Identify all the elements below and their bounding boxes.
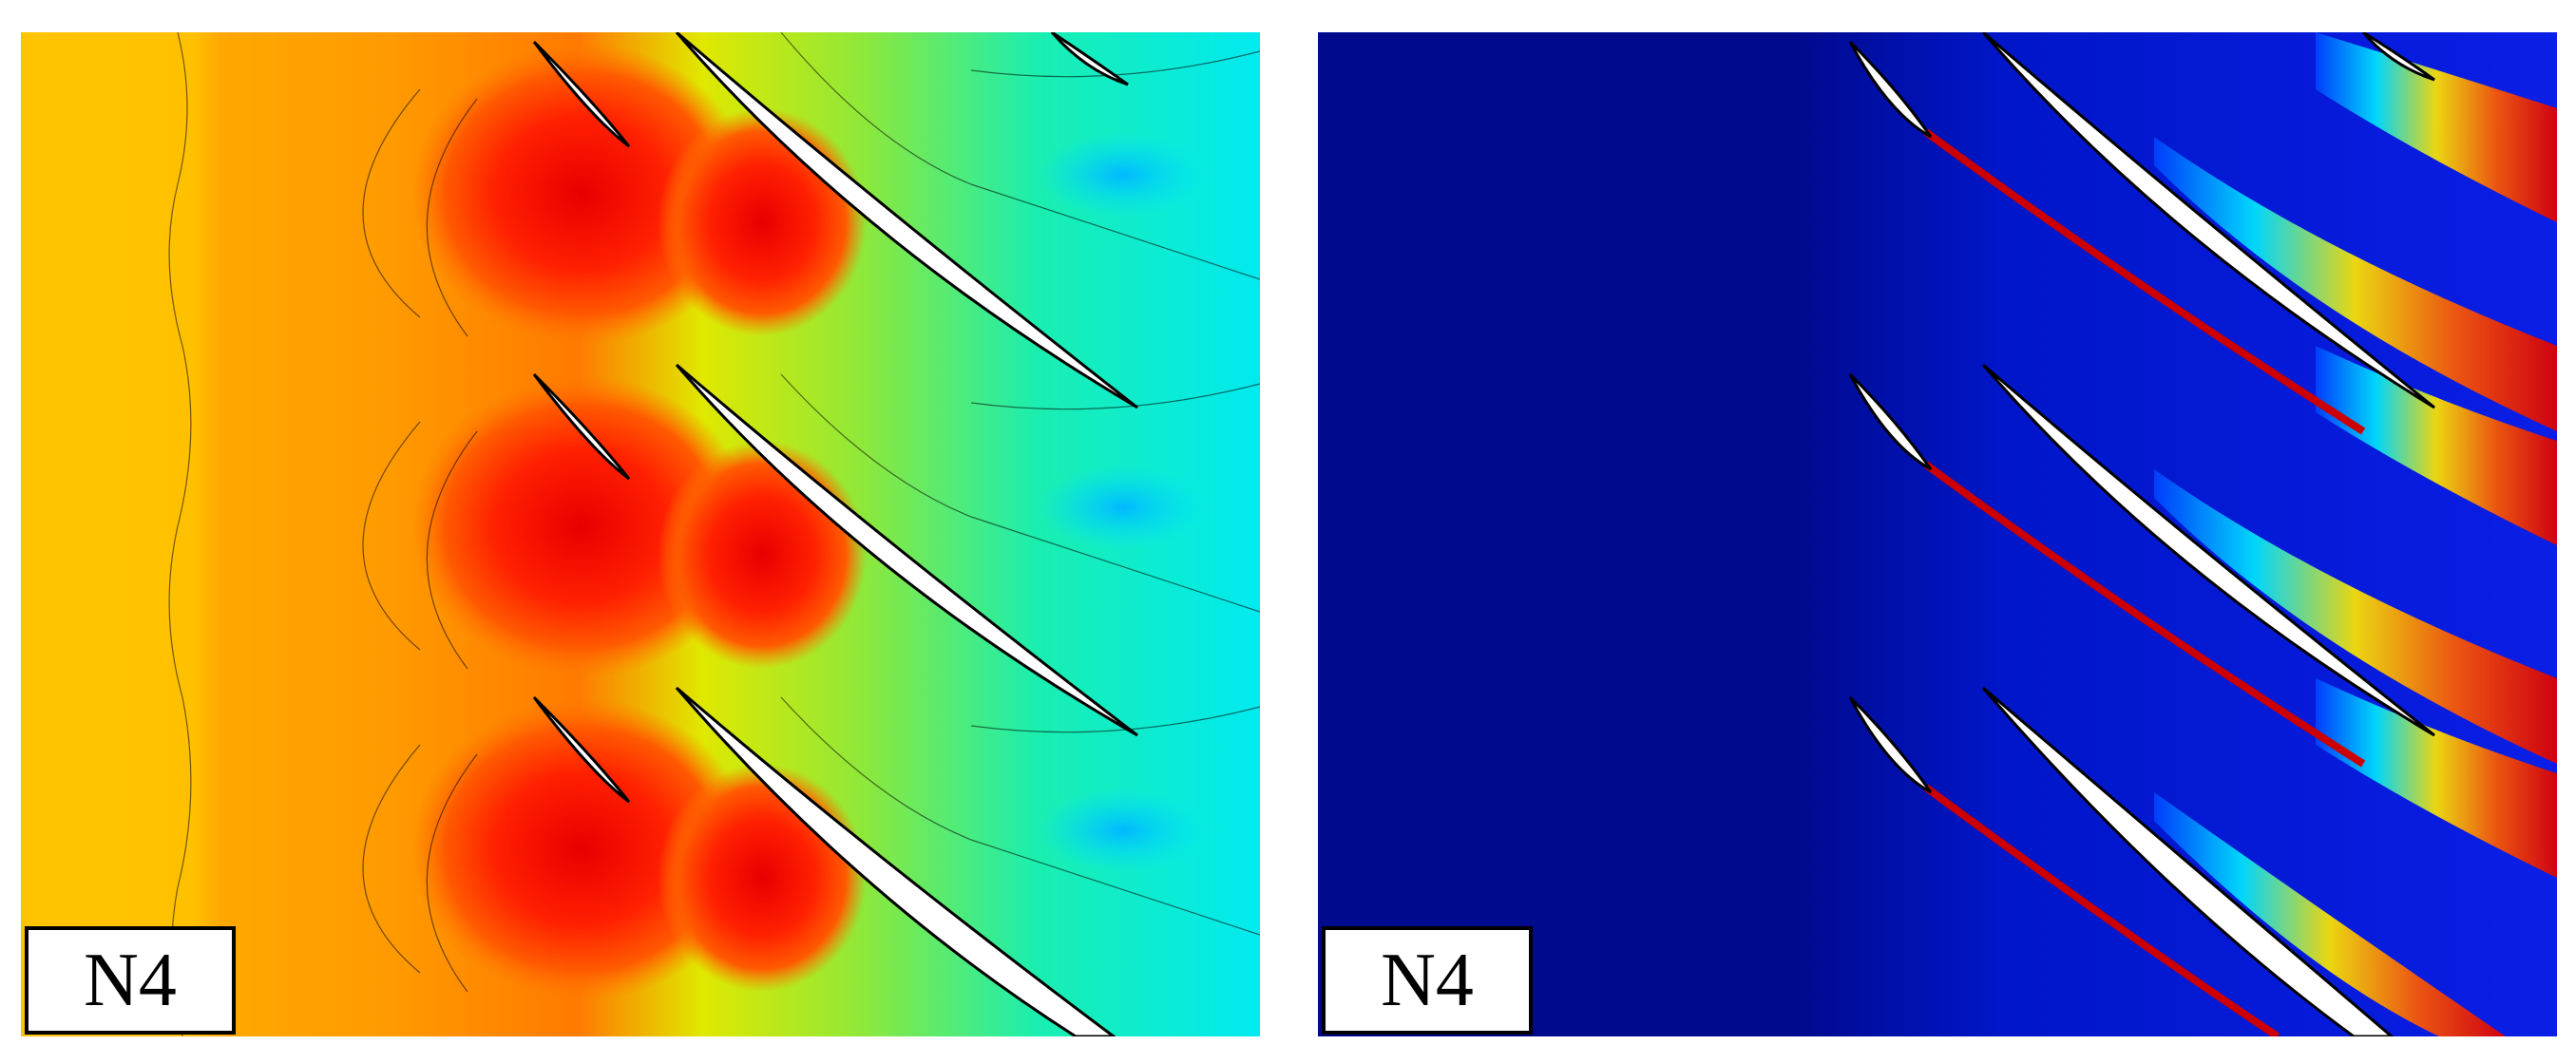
- low-pressure-cells: [1038, 132, 1209, 873]
- panel-label-box: N4: [25, 926, 236, 1035]
- blade-row-main: [675, 32, 1138, 1036]
- wake-streaks: [2154, 32, 2557, 1036]
- blade-row-upstream: [532, 40, 631, 804]
- blade-row-main: [1981, 32, 2435, 1036]
- contour-panel-right: N4: [1318, 32, 2557, 1036]
- pressure-contour-plot: [21, 32, 1260, 1036]
- contour-lines: [168, 32, 1260, 1036]
- wake-contour-plot: [1318, 32, 2557, 1036]
- panel-label-box: N4: [1322, 926, 1533, 1035]
- contour-panel-left: N4: [21, 32, 1260, 1036]
- panel-label: N4: [84, 939, 177, 1022]
- panel-label: N4: [1381, 939, 1474, 1022]
- blade-row-upstream: [1848, 40, 1933, 794]
- high-pressure-lobes: [410, 42, 867, 1001]
- boundary-layer-strips: [1923, 128, 2366, 1036]
